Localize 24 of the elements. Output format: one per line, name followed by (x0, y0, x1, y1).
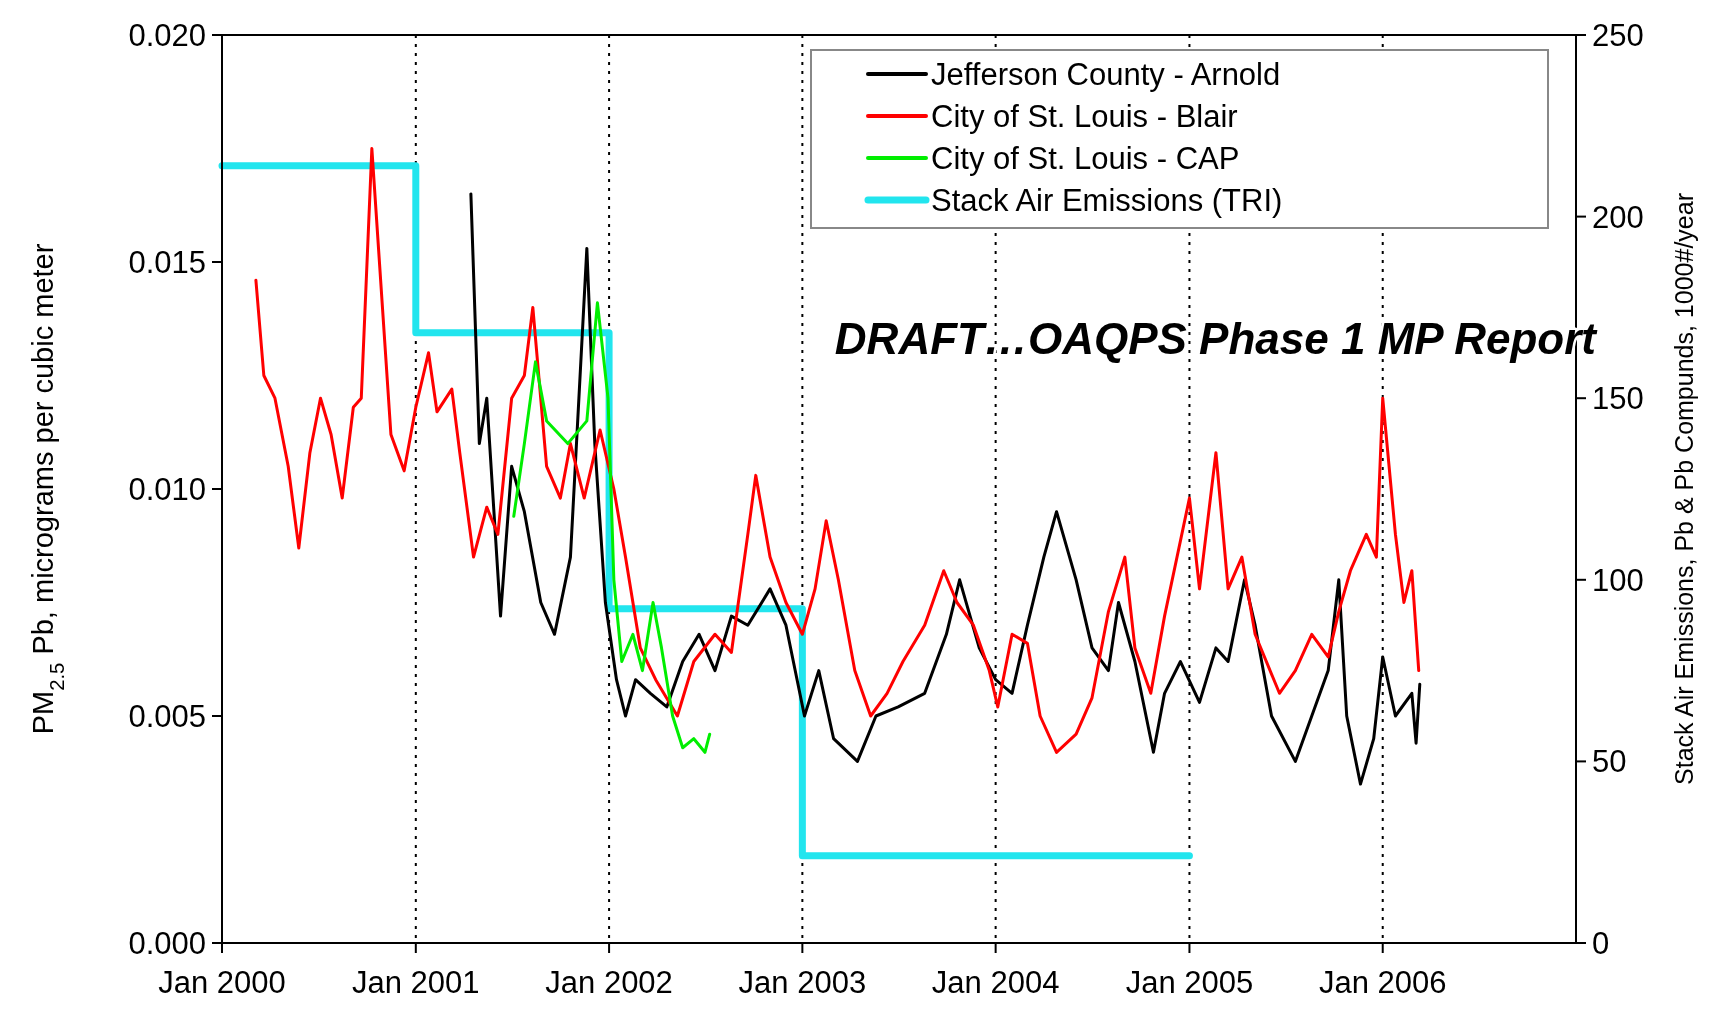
y2-tick-label: 50 (1592, 744, 1627, 780)
y2-tick-label: 150 (1592, 381, 1644, 417)
x-tick-label: Jan 2003 (738, 965, 867, 1000)
x-tick-label: Jan 2006 (1318, 965, 1447, 1000)
x-tick-label: Jan 2001 (352, 965, 480, 1000)
y2-axis-title: Stack Air Emissions, Pb & Pb Compunds, 1000#/year (1670, 193, 1698, 785)
x-tick-label: Jan 2002 (545, 965, 673, 1000)
line-series (512, 301, 712, 754)
y-tick-label: 0.015 (128, 245, 206, 280)
x-tick-label: Jan 2000 (158, 965, 286, 1000)
y-tick-label: 0.020 (128, 18, 206, 53)
y2-tick-label: 200 (1592, 199, 1644, 235)
x-tick-label: Jan 2005 (1125, 965, 1254, 1000)
y2-tick-label: 250 (1592, 18, 1644, 53)
legend-label: Jefferson County - Arnold (931, 57, 1281, 92)
y-tick-label: 0.005 (128, 699, 206, 734)
y2-tick-label: 100 (1592, 562, 1644, 598)
x-tick-label: Jan 2004 (931, 965, 1060, 1000)
legend-label: City of St. Louis - CAP (931, 141, 1240, 176)
legend-label: Stack Air Emissions (TRI) (931, 183, 1283, 218)
legend-label: City of St. Louis - Blair (931, 99, 1238, 134)
y-tick-label: 0.000 (128, 926, 206, 961)
y2-tick-label: 0 (1592, 926, 1610, 961)
y-tick-label: 0.010 (128, 472, 206, 507)
